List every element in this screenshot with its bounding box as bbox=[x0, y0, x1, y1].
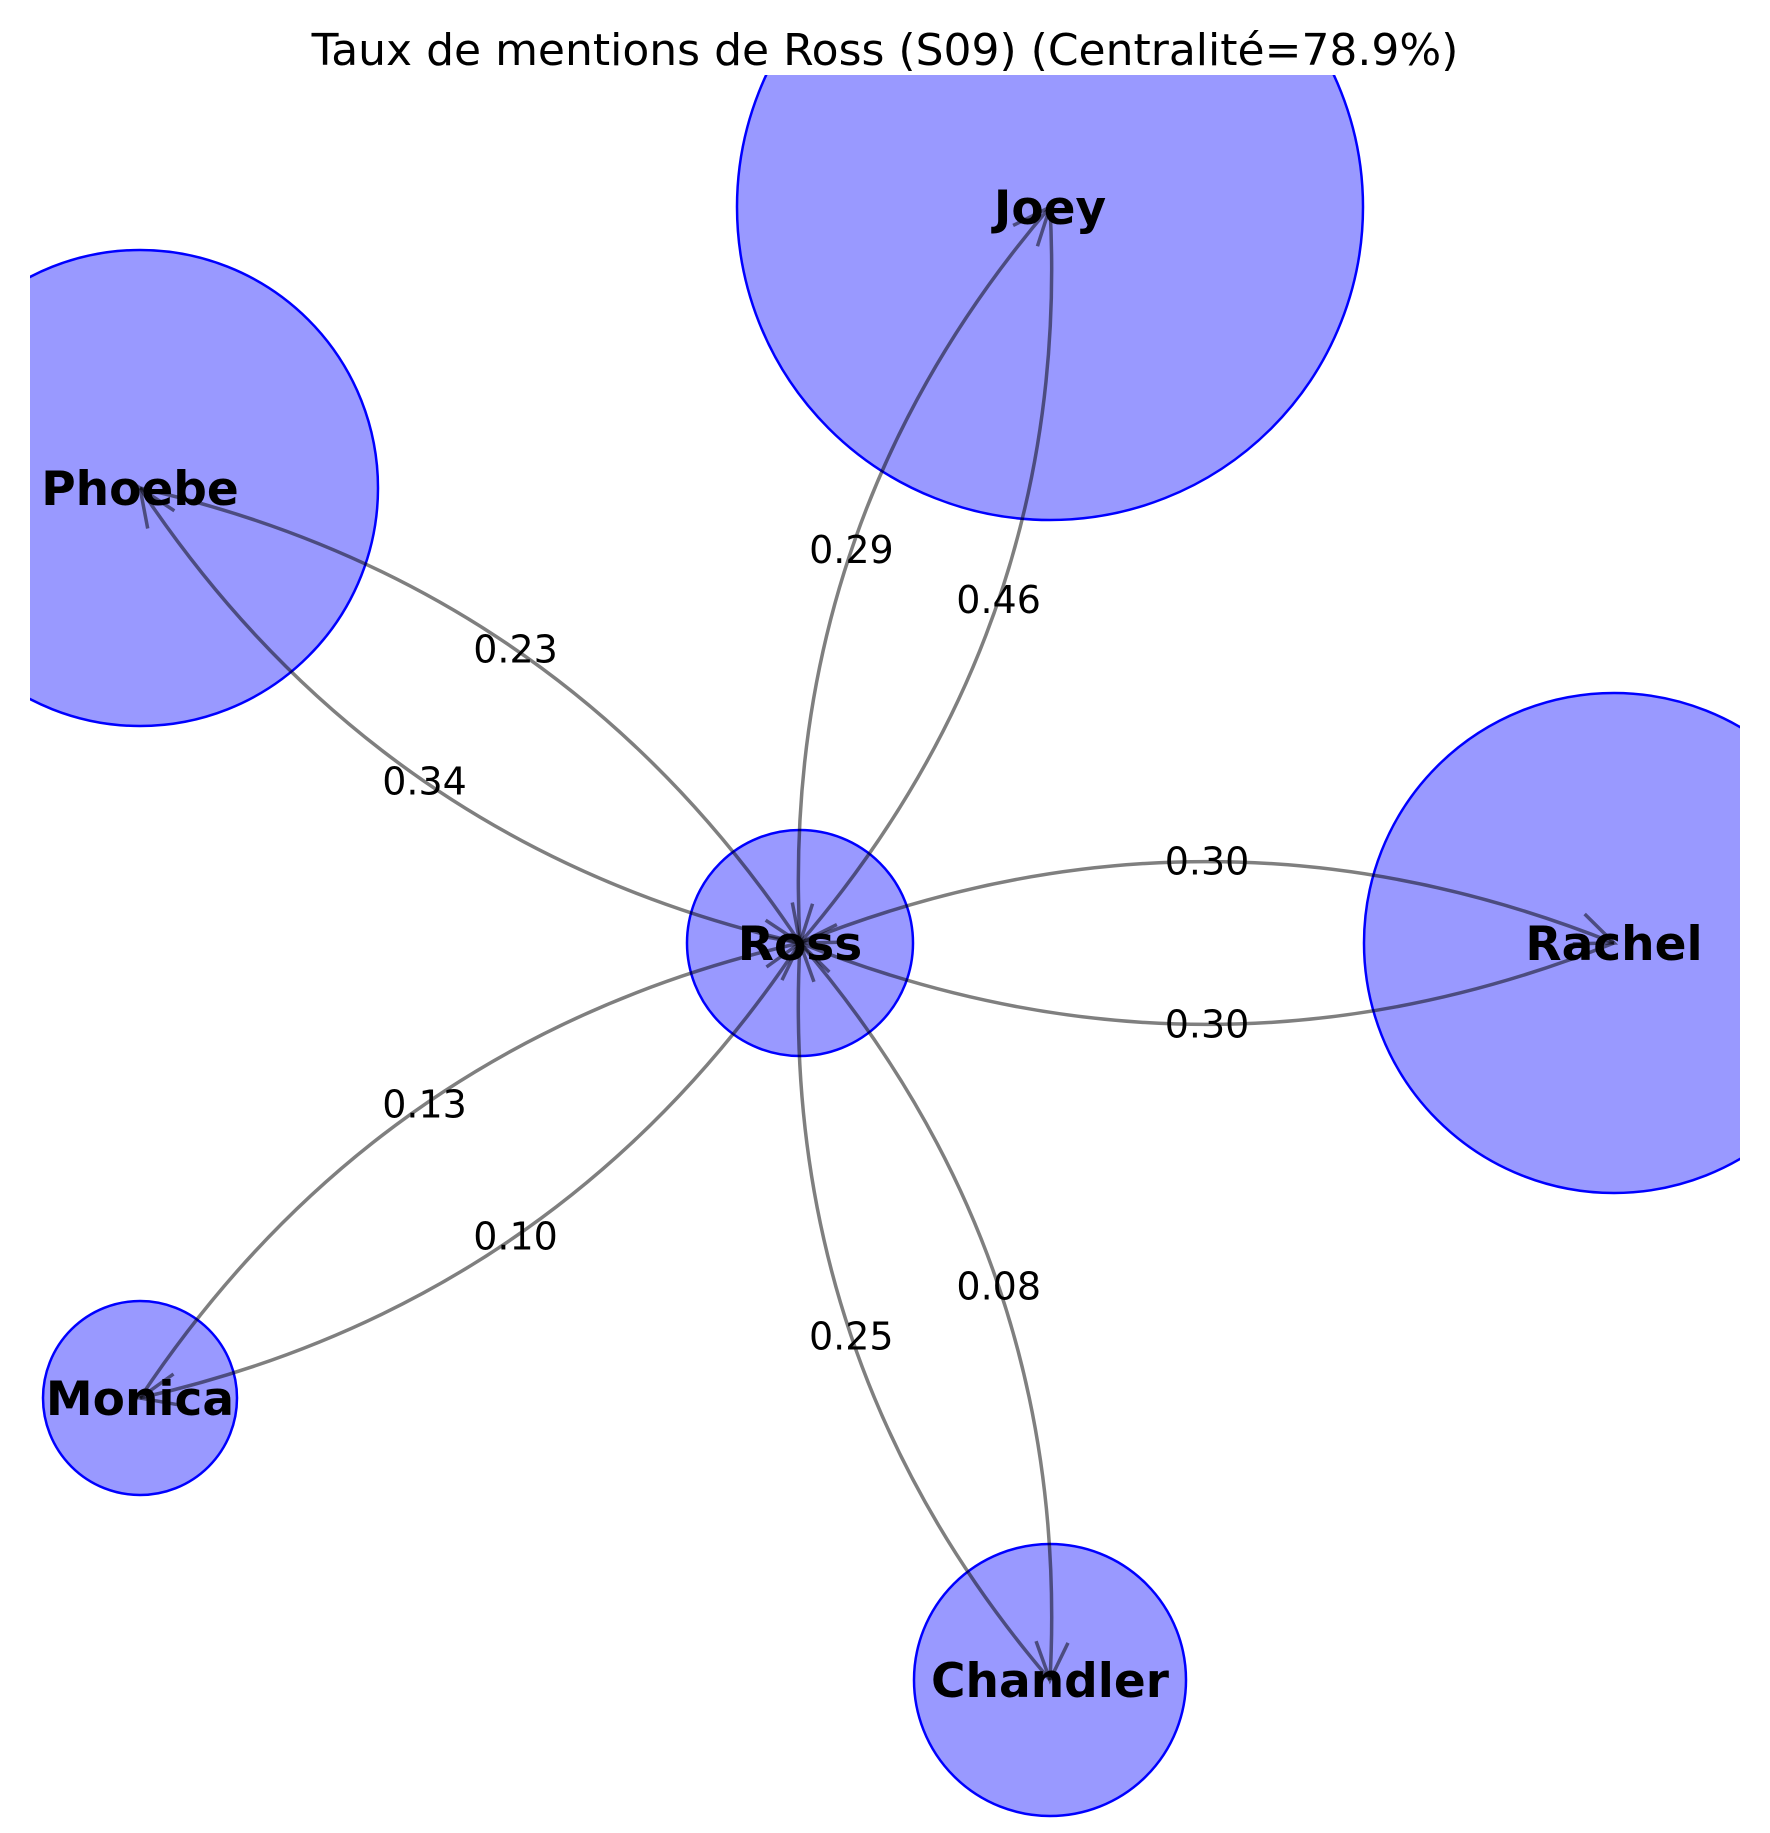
edge-joey-to-ross bbox=[798, 206, 1054, 945]
edge-weight-label: 0.46 bbox=[956, 578, 1041, 622]
edge-weight-label: 0.30 bbox=[1165, 840, 1250, 884]
edge-ross-to-chandler bbox=[798, 941, 1054, 1681]
node-label-chandler: Chandler bbox=[931, 1654, 1170, 1709]
node-label-phoebe: Phoebe bbox=[41, 462, 239, 517]
edge-rachel-to-ross bbox=[799, 941, 1615, 1027]
node-label-joey: Joey bbox=[991, 181, 1106, 236]
edge-weight-label: 0.10 bbox=[473, 1215, 558, 1259]
edge-chandler-to-ross bbox=[796, 942, 1052, 1682]
edge-arrowhead-chandler-to-ross bbox=[780, 938, 816, 983]
edge-ross-to-joey bbox=[796, 205, 1052, 944]
edge-weight-label: 0.34 bbox=[382, 760, 467, 804]
edge-weight-label: 0.29 bbox=[809, 528, 894, 572]
edge-phoebe-to-ross bbox=[139, 486, 802, 944]
edge-weight-label: 0.30 bbox=[1165, 1002, 1250, 1046]
node-label-rachel: Rachel bbox=[1525, 917, 1702, 972]
node-phoebe bbox=[30, 248, 380, 728]
edge-weight-label: 0.13 bbox=[382, 1083, 467, 1127]
diagram-title: Taux de mentions de Ross (S09) (Centrali… bbox=[311, 25, 1459, 76]
edge-ross-to-phoebe bbox=[138, 487, 801, 945]
node-label-ross: Ross bbox=[738, 917, 862, 972]
edge-weight-label: 0.23 bbox=[473, 628, 558, 672]
edge-weight-label: 0.25 bbox=[809, 1315, 894, 1359]
edge-monica-to-ross bbox=[138, 941, 801, 1399]
node-rachel bbox=[1362, 691, 1740, 1195]
edge-ross-to-monica bbox=[139, 942, 802, 1400]
edge-weight-label: 0.08 bbox=[956, 1265, 1041, 1309]
node-label-monica: Monica bbox=[46, 1372, 234, 1427]
edge-ross-to-rachel bbox=[799, 859, 1615, 945]
